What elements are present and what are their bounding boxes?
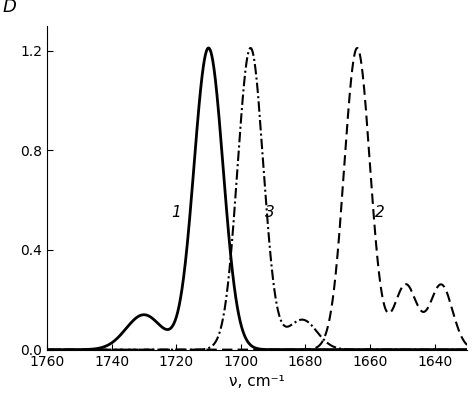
Y-axis label: D: D (2, 0, 16, 16)
Text: 3: 3 (265, 205, 275, 220)
Text: 1: 1 (171, 205, 181, 220)
Text: 2: 2 (375, 205, 385, 220)
X-axis label: ν, cm⁻¹: ν, cm⁻¹ (229, 374, 285, 389)
